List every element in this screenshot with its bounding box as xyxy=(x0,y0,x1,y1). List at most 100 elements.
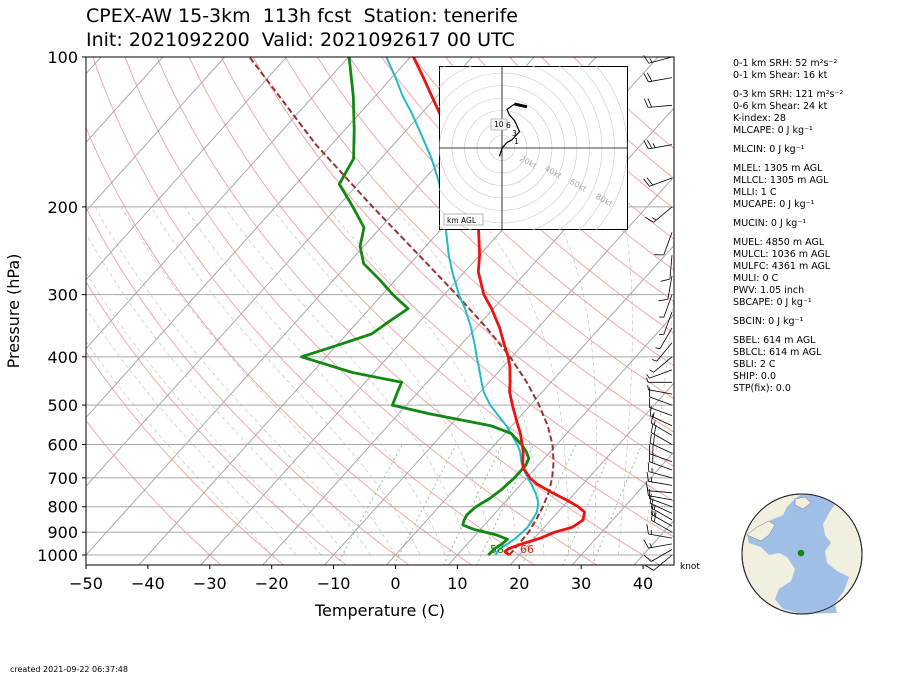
wind-barb xyxy=(646,471,673,486)
y-tick-label: 200 xyxy=(47,198,78,217)
wind-barbs xyxy=(643,55,673,571)
wind-barb xyxy=(658,311,673,335)
y-axis-label: Pressure (hPa) xyxy=(4,254,23,369)
wind-barb xyxy=(643,177,673,187)
index-line: MLEL: 1305 m AGL xyxy=(733,163,823,174)
index-line: SHIP: 0.0 xyxy=(733,371,777,382)
plot-frame xyxy=(85,56,675,566)
index-line: MULFC: 4361 m AGL xyxy=(733,261,831,272)
dry-adiabat xyxy=(445,57,674,271)
moist-adiabat xyxy=(184,206,446,556)
surface-dewpoint-label: 58 xyxy=(490,543,504,556)
surface-temperature-label: 66 xyxy=(520,543,534,556)
index-line: MLLCL: 1305 m AGL xyxy=(733,175,829,186)
wind-barb xyxy=(643,549,673,562)
y-tick-label: 1000 xyxy=(37,546,78,565)
index-line: SBLI: 2 C xyxy=(733,359,776,370)
wind-barb xyxy=(650,413,673,436)
wind-barb xyxy=(643,539,673,549)
wind-barb xyxy=(645,206,673,223)
x-tick-label: 0 xyxy=(390,574,400,593)
wind-barb xyxy=(649,356,673,373)
north-america-land xyxy=(746,520,776,542)
dry-adiabat xyxy=(316,57,674,400)
y-axis: 100 200 300 400 500 600 700 800 900 1000 xyxy=(37,48,86,565)
isotherm xyxy=(447,313,674,565)
x-tick-label: 10 xyxy=(447,574,467,593)
index-line: SBEL: 614 m AGL xyxy=(733,335,816,346)
wind-barb xyxy=(649,444,673,463)
chart-title-line2: Init: 2021092200 Valid: 2021092617 00 UT… xyxy=(86,29,515,51)
moist-adiabat xyxy=(618,206,633,556)
moist-adiabat xyxy=(223,206,470,556)
moist-adiabat xyxy=(551,206,597,556)
wind-barb xyxy=(647,385,673,395)
mixing-ratio-line xyxy=(592,444,643,565)
isotherm xyxy=(385,244,674,565)
index-line: SBCIN: 0 J kg⁻¹ xyxy=(733,316,804,327)
dry-adiabat xyxy=(220,57,674,502)
y-tick-label: 100 xyxy=(47,48,78,67)
hodograph-height-label-1: 1 xyxy=(514,137,519,146)
x-axis-label: Temperature (C) xyxy=(314,601,445,620)
parcel-line xyxy=(248,57,555,556)
index-line: MULCL: 1036 m AGL xyxy=(733,249,831,260)
wind-barb xyxy=(650,510,673,533)
x-axis: −50 −40 −30 −20 −10 0 10 20 30 40 xyxy=(69,565,653,593)
moist-adiabat xyxy=(471,206,570,555)
ocean-south xyxy=(775,599,837,614)
mixing-ratio-line xyxy=(336,444,403,565)
dry-adiabat xyxy=(413,57,674,303)
x-tick-label: 40 xyxy=(633,574,653,593)
wind-barb xyxy=(646,524,673,539)
wind-barb xyxy=(643,55,673,64)
moist-adiabat xyxy=(121,206,396,556)
dry-adiabat xyxy=(86,126,473,565)
dry-adiabat xyxy=(380,57,674,335)
dry-adiabat xyxy=(86,351,285,565)
wind-barb xyxy=(649,397,673,416)
dry-adiabat xyxy=(124,57,598,565)
wind-barb xyxy=(658,294,673,318)
wind-barb xyxy=(643,139,673,150)
index-line: PWV: 1.05 inch xyxy=(733,285,805,296)
index-line: MUCAPE: 0 J kg⁻¹ xyxy=(733,199,815,210)
hodograph-upper-segment xyxy=(514,102,528,109)
index-line: 0-1 km SRH: 52 m²s⁻² xyxy=(733,58,838,69)
dry-adiabat xyxy=(284,57,674,433)
isotherm xyxy=(86,57,287,281)
dry-adiabat xyxy=(348,57,674,367)
x-tick-label: −10 xyxy=(317,574,351,593)
dry-adiabat xyxy=(86,280,347,565)
moist-adiabat xyxy=(393,206,545,556)
wind-barb xyxy=(650,423,673,445)
wind-barb xyxy=(649,387,673,406)
wind-barb xyxy=(652,342,673,362)
y-tick-label: 700 xyxy=(47,469,78,488)
y-tick-label: 800 xyxy=(47,498,78,517)
index-line: MUCIN: 0 J kg⁻¹ xyxy=(733,218,807,229)
index-line: 0-6 km Shear: 24 kt xyxy=(733,101,828,112)
index-line: STP(fix): 0.0 xyxy=(733,383,791,394)
moist-adiabat xyxy=(86,340,272,556)
wind-barb xyxy=(650,504,673,527)
index-line: 0-1 km Shear: 16 kt xyxy=(733,70,828,81)
wind-barb xyxy=(645,481,673,494)
x-tick-label: −50 xyxy=(69,574,103,593)
y-tick-label: 900 xyxy=(47,523,78,542)
index-line: SBCAPE: 0 J kg⁻¹ xyxy=(733,297,812,308)
dry-adiabat xyxy=(86,419,222,565)
created-timestamp: created 2021-09-22 06:37:48 xyxy=(10,665,128,674)
index-line: 0-3 km SRH: 121 m²s⁻² xyxy=(733,89,844,100)
x-tick-label: 30 xyxy=(571,574,591,593)
y-tick-label: 300 xyxy=(47,286,78,305)
dry-adiabat xyxy=(92,57,536,565)
wind-barb xyxy=(658,275,673,302)
index-line: MLCIN: 0 J kg⁻¹ xyxy=(733,144,805,155)
isotherm xyxy=(323,176,674,565)
wind-barb xyxy=(643,98,673,108)
wind-barb xyxy=(655,327,673,350)
hodograph-height-label-6: 6 xyxy=(506,121,511,130)
wind-barb xyxy=(643,72,673,83)
